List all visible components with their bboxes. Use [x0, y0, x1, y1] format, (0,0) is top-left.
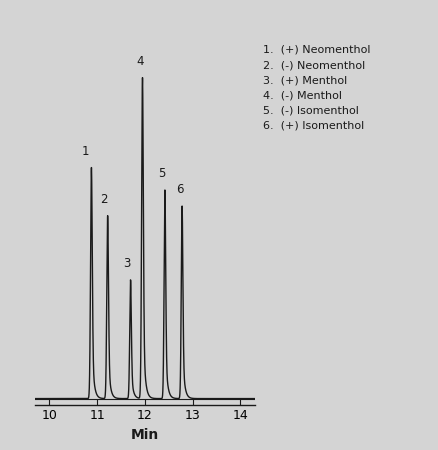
Text: 1: 1: [82, 145, 89, 158]
X-axis label: Min: Min: [131, 428, 159, 442]
Text: 1.  (+) Neomenthol
2.  (-) Neomenthol
3.  (+) Menthol
4.  (-) Menthol
5.  (-) Is: 1. (+) Neomenthol 2. (-) Neomenthol 3. (…: [263, 45, 370, 131]
Text: 6: 6: [176, 184, 183, 197]
Text: 2: 2: [100, 193, 108, 206]
Text: 5: 5: [158, 167, 166, 180]
Text: 4: 4: [136, 55, 144, 68]
Text: 3: 3: [123, 257, 131, 270]
